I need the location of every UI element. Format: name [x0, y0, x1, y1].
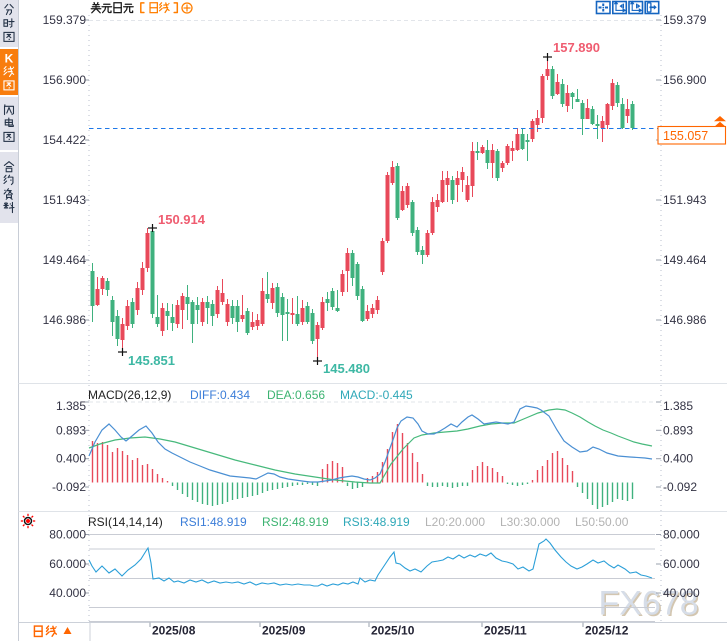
- svg-text:FX678: FX678: [599, 585, 699, 623]
- svg-text:151.943: 151.943: [43, 193, 87, 207]
- svg-text:156.900: 156.900: [43, 73, 87, 87]
- svg-text:1.385: 1.385: [663, 399, 693, 413]
- svg-text:-0.092: -0.092: [663, 480, 697, 494]
- svg-text:60.000: 60.000: [663, 557, 700, 571]
- svg-text:146.986: 146.986: [43, 313, 87, 327]
- svg-text:156.900: 156.900: [663, 73, 707, 87]
- svg-text:40.000: 40.000: [663, 586, 700, 600]
- svg-text:146.986: 146.986: [663, 313, 707, 327]
- svg-text:145.851: 145.851: [128, 353, 175, 368]
- svg-text:60.000: 60.000: [49, 557, 86, 571]
- svg-text:0.400: 0.400: [56, 452, 86, 466]
- svg-text:-0.092: -0.092: [52, 480, 86, 494]
- svg-text:RSI(14,14,14): RSI(14,14,14): [88, 515, 163, 529]
- svg-text:2025/10: 2025/10: [371, 624, 415, 638]
- svg-text:0.400: 0.400: [663, 452, 693, 466]
- svg-text:1.385: 1.385: [56, 399, 86, 413]
- svg-text:DEA:0.656: DEA:0.656: [267, 388, 325, 402]
- svg-text:2025/09: 2025/09: [262, 624, 306, 638]
- svg-text:MACD:-0.445: MACD:-0.445: [340, 388, 413, 402]
- svg-text:2025/08: 2025/08: [152, 624, 196, 638]
- svg-text:L20:20.000: L20:20.000: [425, 515, 485, 529]
- svg-text:DIFF:0.434: DIFF:0.434: [190, 388, 250, 402]
- svg-text:157.890: 157.890: [553, 40, 600, 55]
- svg-text:L50:50.00: L50:50.00: [575, 515, 629, 529]
- svg-text:159.379: 159.379: [43, 13, 87, 27]
- svg-text:145.480: 145.480: [323, 361, 370, 376]
- svg-text:40.000: 40.000: [49, 586, 86, 600]
- svg-text:RSI3:48.919: RSI3:48.919: [343, 515, 410, 529]
- svg-text:149.464: 149.464: [43, 253, 87, 267]
- svg-text:L30:30.000: L30:30.000: [500, 515, 560, 529]
- svg-text:K: K: [5, 52, 14, 66]
- svg-text:149.464: 149.464: [663, 253, 707, 267]
- svg-text:FX678: FX678: [600, 586, 700, 624]
- svg-text:80.000: 80.000: [663, 528, 700, 542]
- svg-text:2025/12: 2025/12: [585, 624, 629, 638]
- svg-text:159.379: 159.379: [663, 13, 707, 27]
- svg-text:150.914: 150.914: [158, 212, 206, 227]
- svg-text:80.000: 80.000: [49, 528, 86, 542]
- svg-text:RSI1:48.919: RSI1:48.919: [180, 515, 247, 529]
- svg-text:RSI2:48.919: RSI2:48.919: [262, 515, 329, 529]
- svg-text:0.893: 0.893: [56, 423, 86, 437]
- svg-text:155.057: 155.057: [663, 129, 708, 143]
- svg-text:0.893: 0.893: [663, 423, 693, 437]
- svg-text:MACD(26,12,9): MACD(26,12,9): [88, 388, 171, 402]
- svg-text:151.943: 151.943: [663, 193, 707, 207]
- svg-text:2025/11: 2025/11: [484, 624, 527, 638]
- svg-text:154.422: 154.422: [43, 133, 87, 147]
